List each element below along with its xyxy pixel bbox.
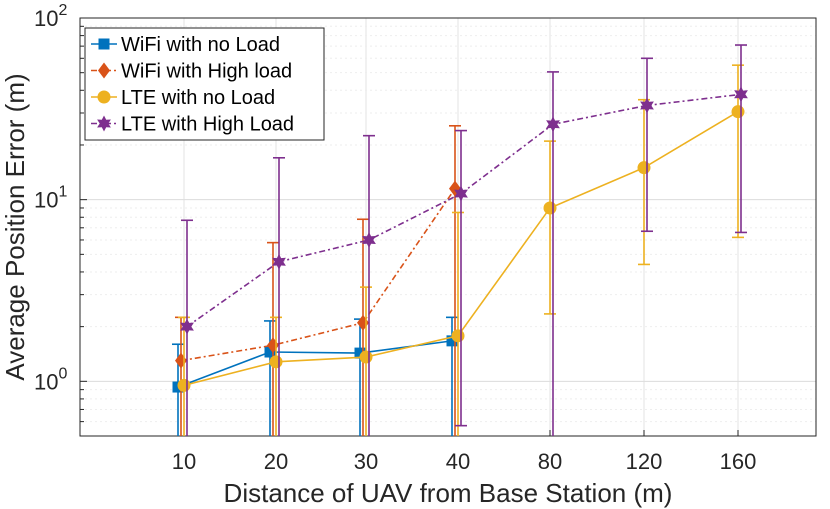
data-point [357,314,369,331]
legend-marker [97,115,111,132]
data-point [637,161,651,175]
legend-label: LTE with High Load [121,114,294,136]
legend-item: LTE with no Load [91,87,275,109]
legend-label: WiFi with High load [121,61,292,83]
legend-marker [98,38,110,50]
legend-item: WiFi with no Load [91,34,280,56]
x-tick-label: 160 [720,449,757,474]
series-line [177,340,453,388]
data-point [272,253,286,270]
data-point [175,352,187,369]
data-point [454,185,468,202]
data-point [731,105,745,119]
y-tick-label: 102 [34,2,67,31]
y-axis-label: Average Position Error (m) [0,73,30,380]
series-2 [175,125,461,436]
legend-item: LTE with High Load [91,114,294,136]
x-tick-label: 10 [172,449,196,474]
x-tick-label: 80 [538,449,562,474]
data-point [451,329,465,343]
legend-label: LTE with no Load [121,87,275,109]
data-point [264,346,276,358]
data-point [359,350,373,364]
legend-label: WiFi with no Load [121,34,280,56]
x-tick-label: 40 [446,449,470,474]
legend: WiFi with no Load WiFi with High load LTE … [84,27,325,141]
data-point [543,201,557,215]
data-point [640,97,654,114]
legend-item: WiFi with High load [91,61,292,83]
x-tick-label: 20 [264,449,288,474]
data-point [180,318,194,335]
series-layer [172,44,748,436]
x-tick-label: 120 [626,449,663,474]
data-point [546,116,560,133]
data-point [446,335,458,347]
x-tick-label: 30 [354,449,378,474]
data-point [362,232,376,248]
data-point [354,347,366,359]
plot-frame [79,17,817,437]
data-point [734,86,748,103]
series-4 [180,44,748,436]
series-line [180,188,456,362]
legend-box [84,27,325,141]
legend-marker [97,90,111,104]
data-point [177,378,191,392]
legend-marker [98,62,110,79]
ticks: 10 20 30 40 80 120 160 100 101 102 [34,2,756,474]
data-point [269,355,283,369]
series-1 [172,316,458,436]
x-axis-label: Distance of UAV from Base Station (m) [224,478,673,508]
y-tick-label: 101 [34,184,67,213]
y-tick-label: 100 [34,365,67,394]
